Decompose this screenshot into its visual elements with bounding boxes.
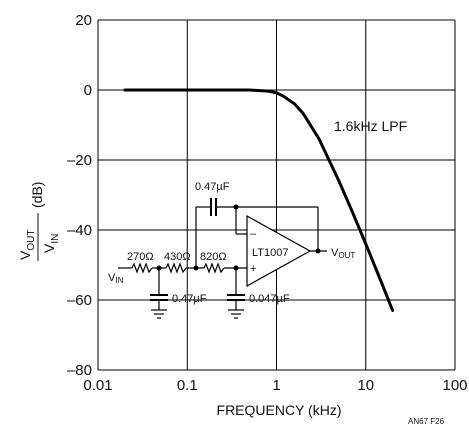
- y-tick-label: –60: [67, 292, 92, 309]
- label-r2: 430Ω: [164, 251, 191, 263]
- y-axis-title: VOUT VIN (dB): [17, 182, 61, 261]
- x-tick-label: 10: [357, 377, 374, 394]
- y-axis-denominator: VIN: [41, 234, 61, 253]
- grid: [97, 19, 456, 371]
- tick-labels: 0.01 0.1 1 10 100 20 0 –20 –40 –60 –80: [67, 12, 468, 394]
- x-tick-label: 100: [442, 377, 467, 394]
- label-r1: 270Ω: [127, 251, 154, 263]
- y-tick-label: –20: [67, 152, 92, 169]
- y-axis-unit: (dB): [29, 182, 45, 208]
- label-vin: VIN: [108, 272, 124, 285]
- resistor-r1: [131, 262, 153, 274]
- x-tick-label: 1: [272, 377, 280, 394]
- y-tick-label: 0: [84, 82, 92, 99]
- y-tick-label: –80: [67, 362, 92, 379]
- x-axis-title: FREQUENCY (kHz): [217, 402, 342, 418]
- label-feedback-cap: 0.47µF: [195, 181, 230, 193]
- junction-dots: [156, 204, 321, 271]
- y-tick-label: 20: [75, 12, 92, 29]
- junction-2: [193, 265, 199, 271]
- junction-3: [233, 265, 239, 271]
- junction-4: [233, 204, 239, 210]
- label-plus: +: [250, 263, 256, 275]
- curve-label: 1.6kHz LPF: [334, 118, 407, 134]
- filter-schematic: [118, 198, 327, 319]
- figure-code: AN67 F26: [408, 417, 445, 426]
- label-cap1: 0.47µF: [172, 293, 207, 305]
- resistor-r2: [165, 262, 187, 274]
- label-opamp: LT1007: [252, 247, 289, 259]
- opamp-triangle: [246, 214, 312, 288]
- junction-1: [156, 265, 162, 271]
- label-cap2: 0.047µF: [249, 293, 290, 305]
- x-tick-label: 0.01: [83, 377, 112, 394]
- junction-5: [315, 248, 321, 254]
- label-vout: VOUT: [331, 247, 355, 260]
- label-minus: –: [250, 228, 257, 240]
- y-tick-label: –40: [67, 222, 92, 239]
- resistor-r3: [203, 262, 225, 274]
- label-r3: 820Ω: [200, 251, 227, 263]
- x-tick-label: 0.1: [177, 377, 198, 394]
- response-curve: [123, 88, 395, 312]
- y-axis-numerator: VOUT: [17, 230, 37, 260]
